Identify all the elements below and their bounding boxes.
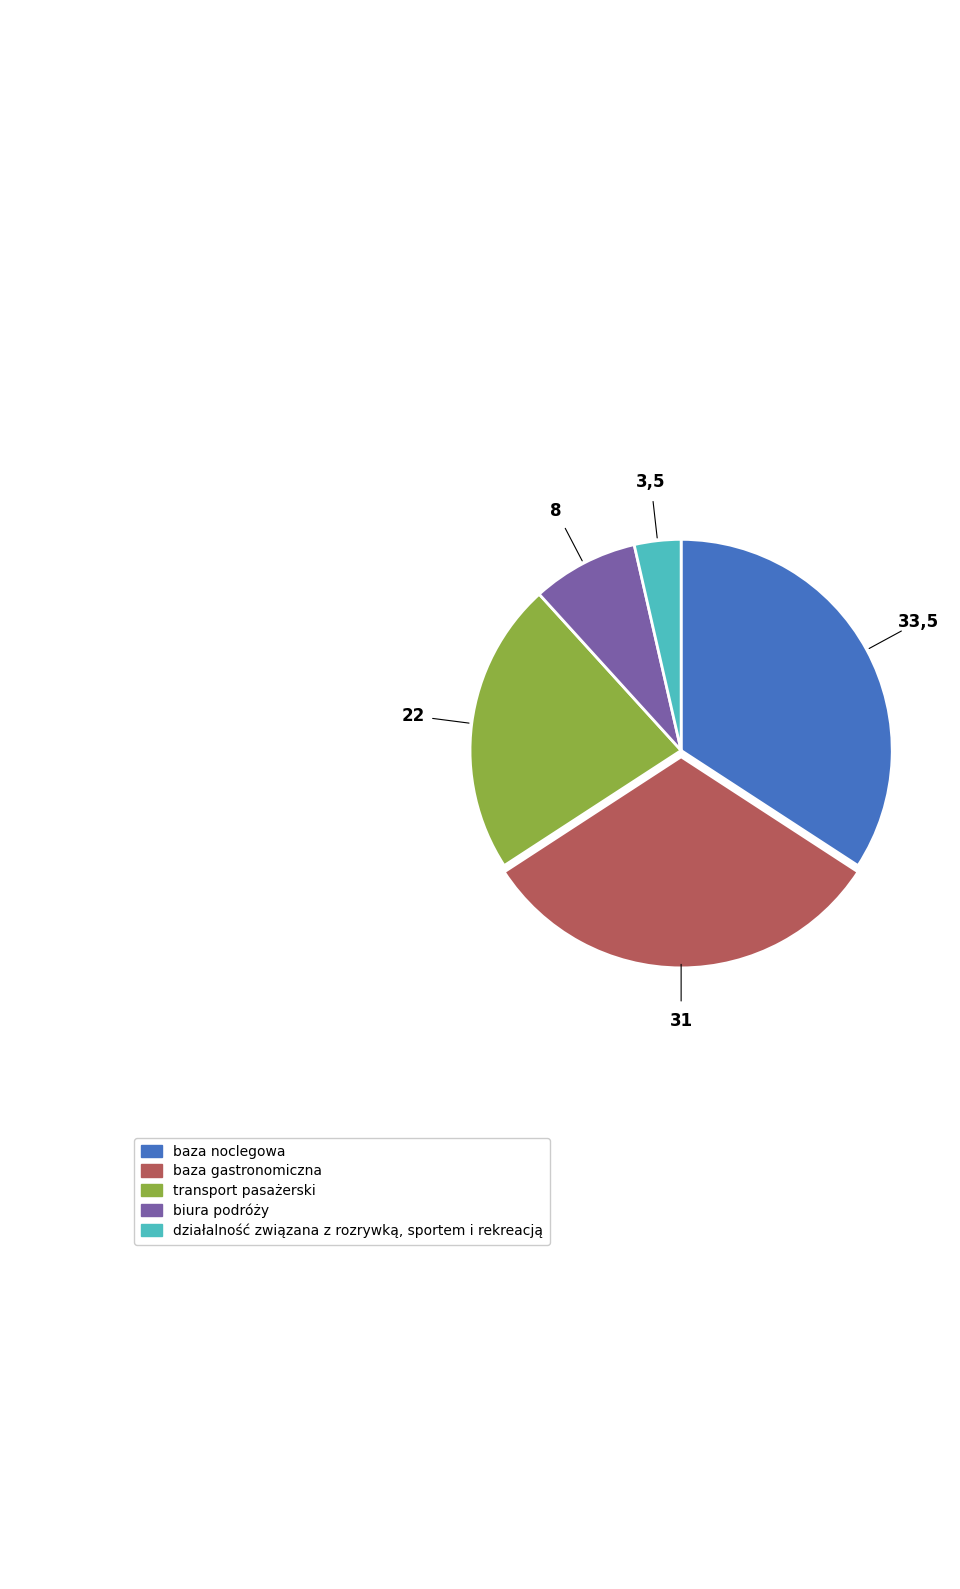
Text: 33,5: 33,5 xyxy=(899,613,939,631)
Text: 31: 31 xyxy=(669,1012,693,1030)
Wedge shape xyxy=(682,539,892,866)
Wedge shape xyxy=(540,545,682,750)
Text: 22: 22 xyxy=(401,707,424,725)
Text: 8: 8 xyxy=(550,502,562,520)
Wedge shape xyxy=(635,539,682,750)
Text: 3,5: 3,5 xyxy=(636,474,665,491)
Wedge shape xyxy=(470,594,682,866)
Legend: baza noclegowa, baza gastronomiczna, transport pasażerski, biura podróży, działa: baza noclegowa, baza gastronomiczna, tra… xyxy=(134,1138,550,1244)
Wedge shape xyxy=(504,756,858,968)
